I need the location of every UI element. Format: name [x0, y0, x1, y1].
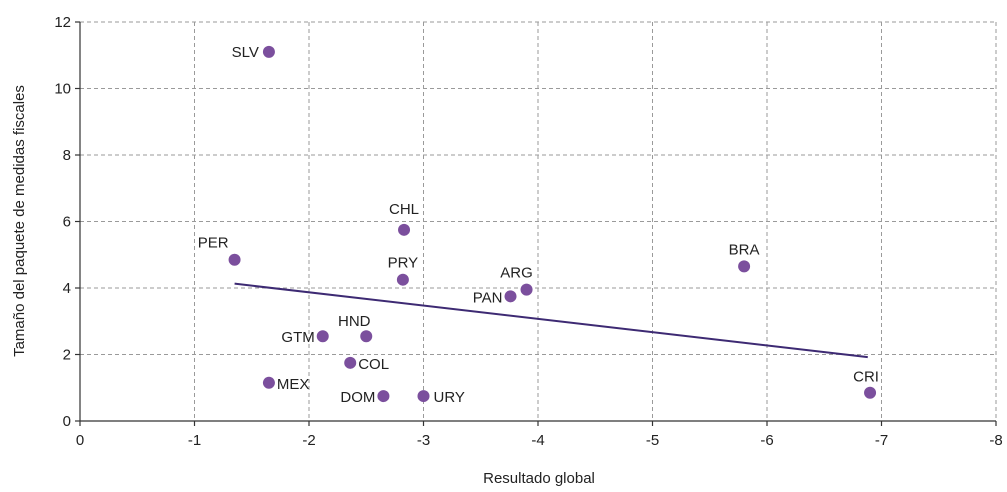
- data-point: [316, 330, 329, 343]
- y-tick-label: 2: [63, 347, 71, 364]
- y-tick-label: 6: [63, 214, 71, 231]
- axes: [75, 21, 997, 426]
- x-tick-label: -7: [875, 432, 888, 449]
- point-label: CHL: [389, 201, 419, 218]
- point-label: HND: [338, 313, 371, 330]
- point-label: PAN: [473, 289, 503, 306]
- point-label: MEX: [277, 376, 310, 393]
- data-point: [344, 356, 357, 369]
- point-label: SLV: [232, 44, 259, 61]
- data-point: [377, 390, 390, 403]
- point-labels: SLV PER CHL PRY ARG PAN BRA HND GTM COL MEX DOM URY C…: [198, 44, 879, 406]
- data-point: [417, 390, 430, 403]
- point-label: GTM: [281, 329, 314, 346]
- data-point: [520, 283, 533, 296]
- x-tick-label: -1: [188, 432, 201, 449]
- data-point: [504, 290, 517, 303]
- data-point: [228, 253, 241, 266]
- data-point: [262, 376, 275, 389]
- x-tick-label: 0: [76, 432, 84, 449]
- data-point: [262, 45, 275, 58]
- data-point: [398, 223, 411, 236]
- trendline-group: [234, 282, 868, 359]
- point-label: URY: [434, 389, 465, 406]
- y-tick-label: 10: [54, 81, 71, 98]
- x-tick-label: -8: [989, 432, 1002, 449]
- data-point: [360, 330, 373, 343]
- point-label: PER: [198, 235, 229, 252]
- point-label: CRI: [853, 369, 879, 386]
- y-tick-label: 8: [63, 147, 71, 164]
- grid: [80, 21, 997, 421]
- point-label: DOM: [340, 389, 375, 406]
- x-tick-label: -4: [531, 432, 544, 449]
- x-tick-label: -5: [646, 432, 659, 449]
- data-point: [864, 386, 877, 399]
- y-tick-label: 4: [63, 280, 71, 297]
- y-tick-label: 12: [54, 14, 71, 31]
- point-label: BRA: [729, 241, 760, 258]
- data-point: [396, 273, 409, 286]
- tick-labels: 0 -1 -2 -3 -4 -5 -6 -7 -8 0 2 4 6 8 10 12: [54, 14, 1002, 449]
- point-label: ARG: [500, 265, 533, 282]
- x-tick-label: -2: [302, 432, 315, 449]
- y-axis-title: Tamaño del paquete de medidas fiscales: [11, 85, 28, 357]
- x-tick-label: -6: [760, 432, 773, 449]
- x-tick-label: -3: [417, 432, 430, 449]
- data-points: [228, 45, 877, 403]
- trendline: [234, 282, 868, 359]
- point-label: PRY: [388, 255, 419, 272]
- y-tick-label: 0: [63, 413, 71, 430]
- point-label: COL: [358, 356, 389, 373]
- data-point: [738, 260, 751, 273]
- x-axis-title: Resultado global: [483, 470, 595, 487]
